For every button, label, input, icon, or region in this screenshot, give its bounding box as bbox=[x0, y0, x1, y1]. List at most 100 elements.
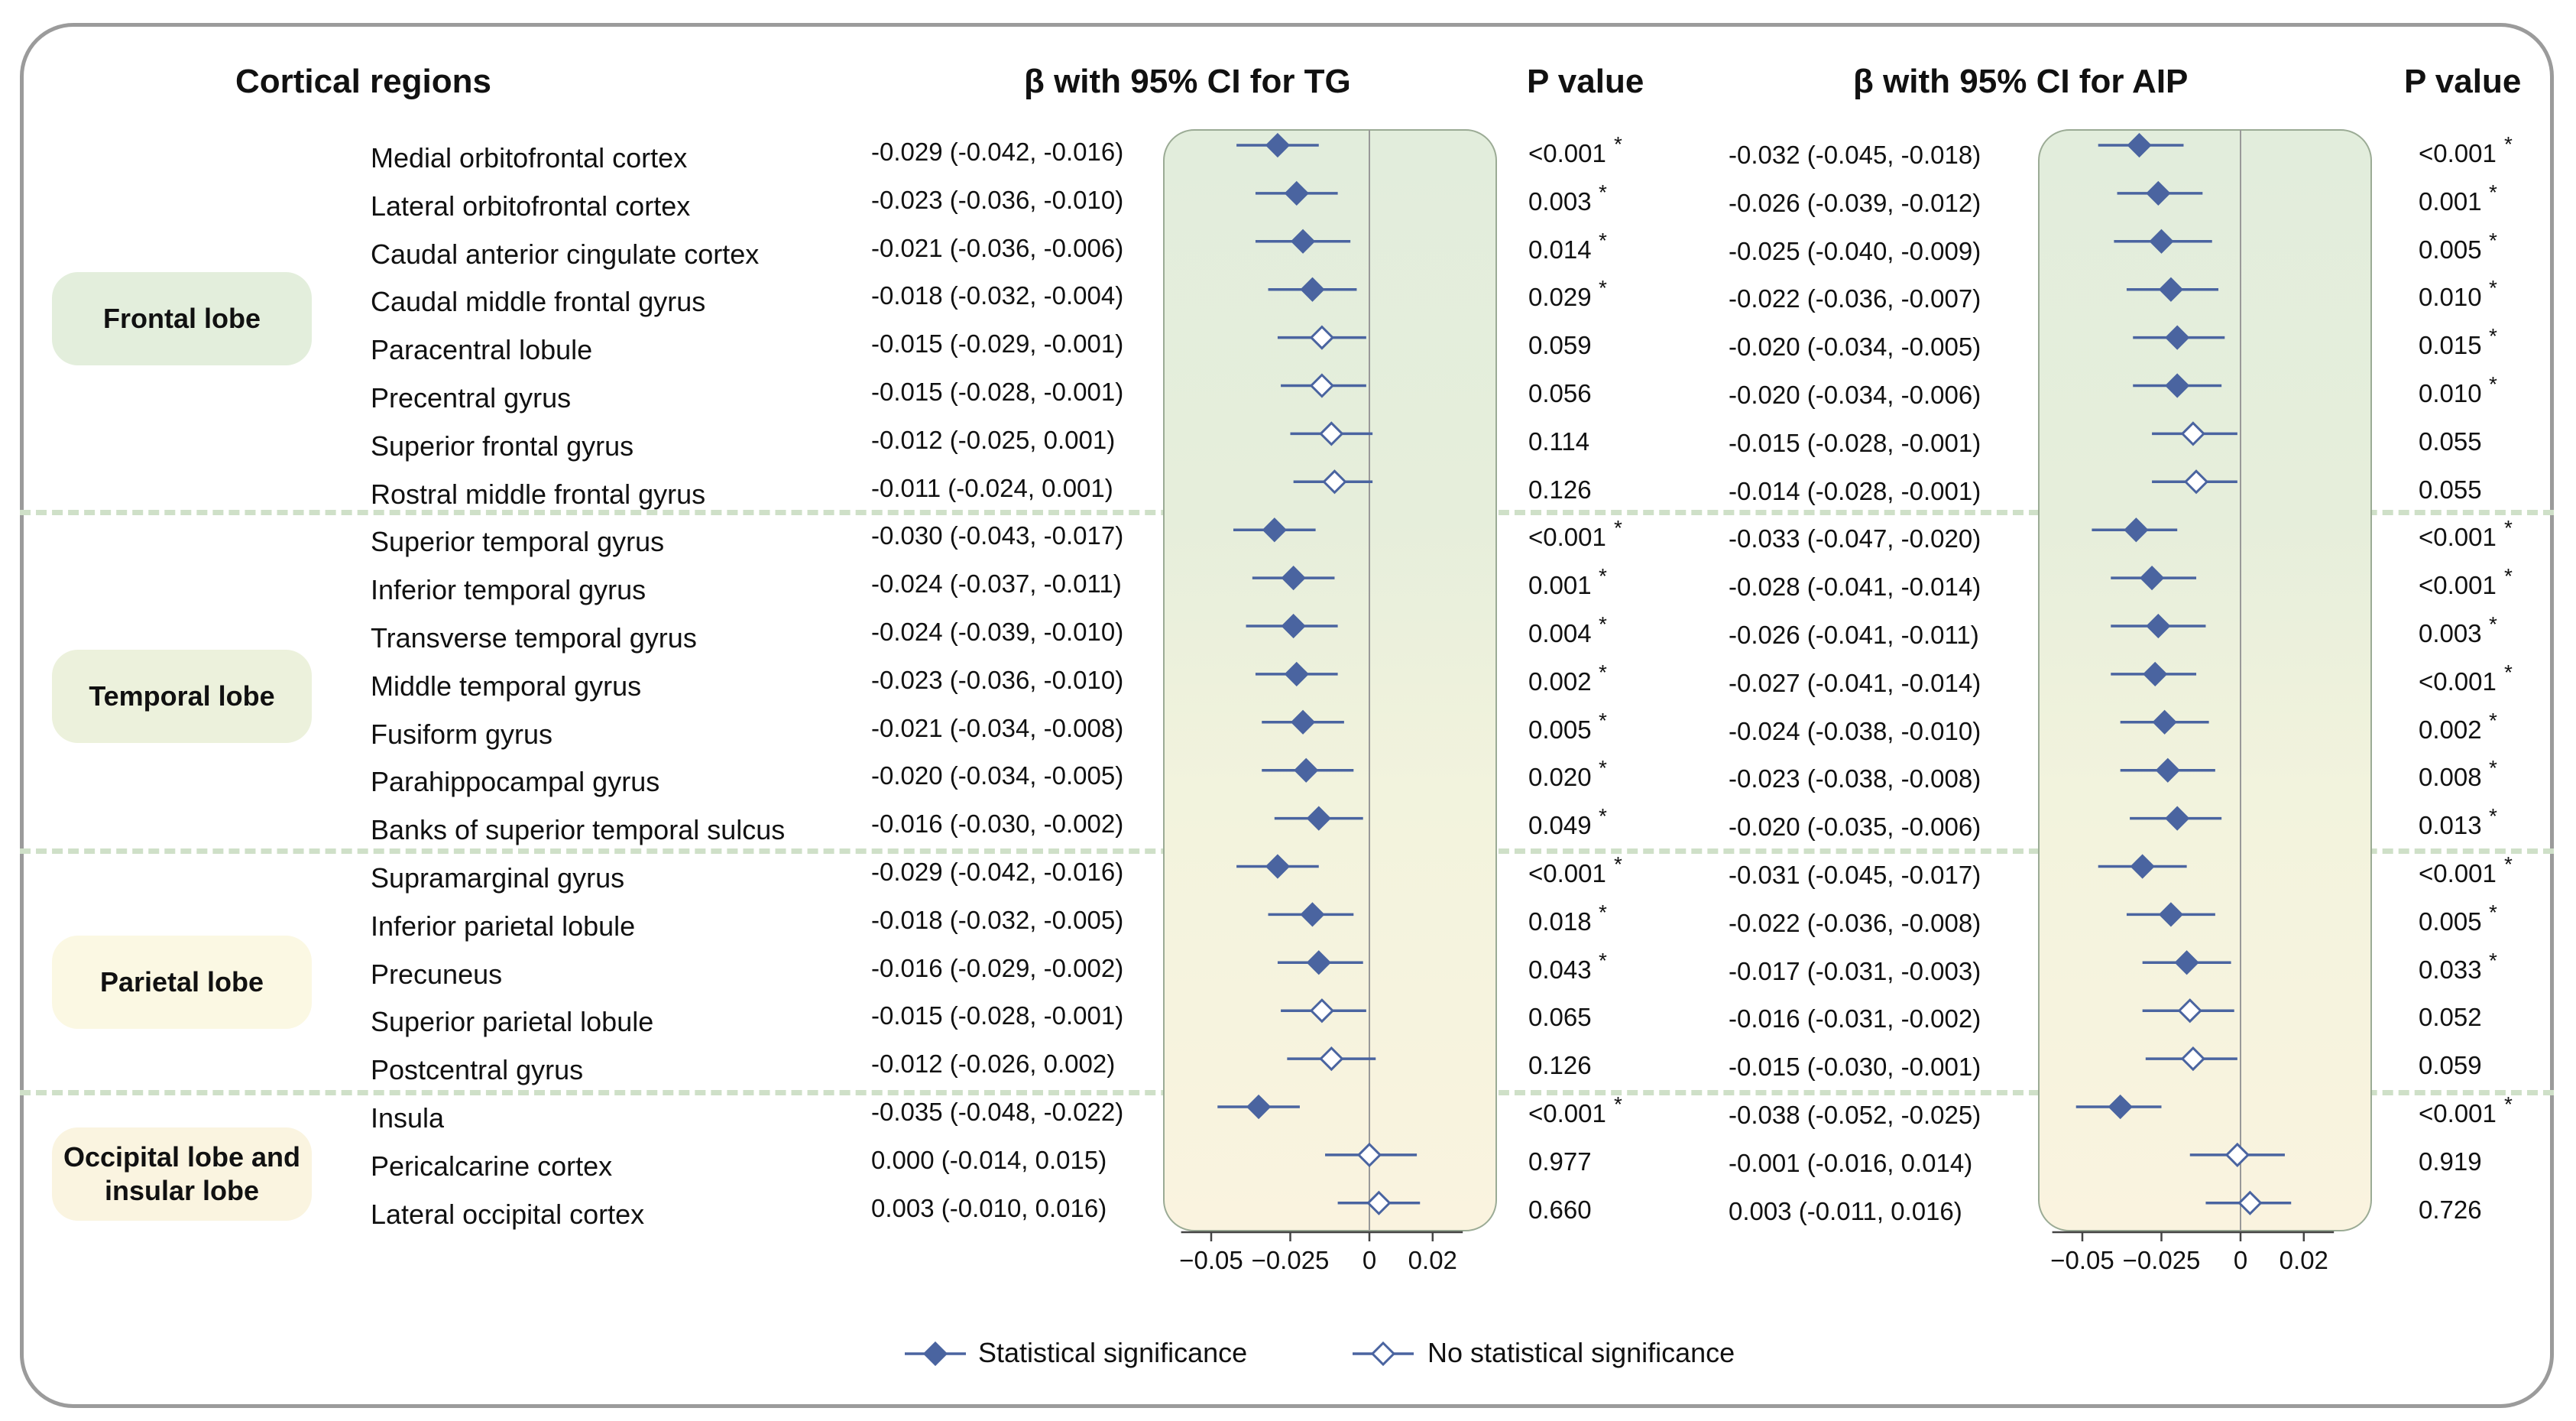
tg-ci-value: -0.015 (-0.028, -0.001) bbox=[871, 1001, 1124, 1030]
aip-p-value: 0.919 bbox=[2419, 1147, 2482, 1176]
aip-ci-value: -0.028 (-0.041, -0.014) bbox=[1729, 573, 1981, 602]
aip-x-tick-label: 0 bbox=[2234, 1246, 2247, 1274]
tg-ci-value: -0.012 (-0.026, 0.002) bbox=[871, 1050, 1116, 1079]
aip-point-marker bbox=[2237, 1190, 2263, 1215]
tg-ci-value: -0.012 (-0.025, 0.001) bbox=[871, 425, 1116, 454]
aip-ci-value: -0.032 (-0.045, -0.018) bbox=[1729, 141, 1981, 169]
aip-x-tick-label: −0.05 bbox=[2050, 1246, 2114, 1274]
aip-p-value: 0.005 bbox=[2419, 235, 2482, 264]
tg-p-value: <0.001 bbox=[1528, 139, 1606, 167]
tg-significance-star: * bbox=[1599, 180, 1607, 204]
aip-point-marker bbox=[2130, 854, 2155, 879]
tg-ci-value: -0.020 (-0.034, -0.005) bbox=[871, 761, 1124, 790]
aip-p-value: 0.010 bbox=[2419, 283, 2482, 312]
aip-ci-value: -0.015 (-0.028, -0.001) bbox=[1729, 428, 1981, 457]
aip-p-value: 0.013 bbox=[2419, 811, 2482, 840]
tg-ci-value: -0.016 (-0.029, -0.002) bbox=[871, 953, 1124, 982]
aip-point-marker bbox=[2146, 613, 2171, 639]
header-regions: Cortical regions bbox=[235, 63, 491, 100]
tg-ci-value: -0.021 (-0.036, -0.006) bbox=[871, 233, 1124, 262]
region-name: Banks of superior temporal sulcus bbox=[371, 814, 786, 846]
aip-p-value: 0.005 bbox=[2419, 907, 2482, 936]
tg-point-marker bbox=[1306, 950, 1331, 975]
aip-point-marker bbox=[2158, 277, 2184, 302]
aip-point-marker bbox=[2165, 373, 2190, 398]
tg-x-tick-label: 0.02 bbox=[1408, 1246, 1457, 1274]
aip-point-marker bbox=[2183, 469, 2209, 495]
legend-nonsig-marker bbox=[1370, 1341, 1396, 1367]
tg-significance-star: * bbox=[1599, 756, 1607, 780]
region-name: Parahippocampal gyrus bbox=[371, 766, 660, 798]
aip-ci-value: -0.022 (-0.036, -0.008) bbox=[1729, 908, 1981, 937]
tg-p-value: <0.001 bbox=[1528, 1099, 1606, 1127]
aip-significance-star: * bbox=[2504, 564, 2513, 589]
tg-point-marker bbox=[1294, 758, 1319, 783]
aip-ci-value: -0.023 (-0.038, -0.008) bbox=[1729, 764, 1981, 793]
tg-significance-star: * bbox=[1599, 900, 1607, 924]
region-name: Insula bbox=[371, 1102, 445, 1134]
tg-significance-star: * bbox=[1599, 276, 1607, 300]
aip-ci-value: -0.016 (-0.031, -0.002) bbox=[1729, 1004, 1981, 1033]
region-name: Middle temporal gyrus bbox=[371, 670, 642, 702]
tg-p-value: 0.029 bbox=[1528, 283, 1592, 312]
aip-significance-star: * bbox=[2489, 612, 2497, 636]
tg-p-value: 0.002 bbox=[1528, 667, 1592, 696]
tg-point-marker bbox=[1356, 1142, 1382, 1168]
region-name: Medial orbitofrontal cortex bbox=[371, 142, 688, 174]
tg-significance-star: * bbox=[1599, 948, 1607, 972]
aip-p-value: 0.002 bbox=[2419, 715, 2482, 744]
aip-point-marker bbox=[2149, 229, 2174, 254]
header-tg: β with 95% CI for TG bbox=[1024, 63, 1351, 100]
aip-x-tick-label: −0.025 bbox=[2123, 1246, 2201, 1274]
tg-significance-star: * bbox=[1614, 1092, 1622, 1116]
aip-ci-value: -0.031 (-0.045, -0.017) bbox=[1729, 861, 1981, 889]
tg-ci-value: 0.000 (-0.014, 0.015) bbox=[871, 1145, 1107, 1174]
aip-significance-star: * bbox=[2489, 804, 2497, 829]
region-name: Superior frontal gyrus bbox=[371, 430, 634, 462]
aip-significance-star: * bbox=[2504, 1092, 2513, 1116]
tg-ci-value: -0.030 (-0.043, -0.017) bbox=[871, 521, 1124, 550]
header-aip: β with 95% CI for AIP bbox=[1853, 63, 2189, 100]
tg-p-value: <0.001 bbox=[1528, 859, 1606, 887]
aip-point-marker bbox=[2180, 421, 2206, 446]
aip-point-marker bbox=[2146, 180, 2171, 206]
tg-point-marker bbox=[1281, 565, 1306, 591]
tg-significance-star: * bbox=[1599, 564, 1607, 589]
aip-significance-star: * bbox=[2489, 900, 2497, 924]
header-p-tg: P value bbox=[1527, 63, 1644, 100]
tg-ci-value: -0.023 (-0.036, -0.010) bbox=[871, 185, 1124, 214]
aip-point-marker bbox=[2158, 902, 2184, 927]
tg-ci-value: -0.029 (-0.042, -0.016) bbox=[871, 138, 1124, 166]
aip-point-marker bbox=[2127, 132, 2152, 158]
aip-ci-value: -0.027 (-0.041, -0.014) bbox=[1729, 668, 1981, 697]
aip-ci-value: -0.015 (-0.030, -0.001) bbox=[1729, 1053, 1981, 1082]
tg-p-value: 0.003 bbox=[1528, 187, 1592, 216]
aip-ci-value: -0.014 (-0.028, -0.001) bbox=[1729, 476, 1981, 505]
tg-p-value: 0.043 bbox=[1528, 955, 1592, 984]
aip-ci-value: -0.001 (-0.016, 0.014) bbox=[1729, 1148, 1973, 1177]
aip-significance-star: * bbox=[2489, 948, 2497, 972]
tg-x-tick-label: 0 bbox=[1363, 1246, 1376, 1274]
region-name: Lateral orbitofrontal cortex bbox=[371, 190, 691, 222]
aip-significance-star: * bbox=[2504, 132, 2513, 156]
tg-ci-value: -0.024 (-0.039, -0.010) bbox=[871, 618, 1124, 646]
region-name: Transverse temporal gyrus bbox=[371, 622, 697, 654]
aip-significance-star: * bbox=[2489, 180, 2497, 204]
tg-point-marker bbox=[1262, 517, 1287, 543]
tg-p-value: 0.059 bbox=[1528, 331, 1592, 360]
aip-point-marker bbox=[2139, 565, 2165, 591]
aip-point-marker bbox=[2174, 950, 2199, 975]
aip-p-value: 0.003 bbox=[2419, 619, 2482, 647]
aip-x-tick-label: 0.02 bbox=[2280, 1246, 2328, 1274]
aip-p-value: <0.001 bbox=[2419, 859, 2497, 887]
aip-p-value: <0.001 bbox=[2419, 139, 2497, 167]
tg-significance-star: * bbox=[1614, 852, 1622, 876]
tg-significance-star: * bbox=[1614, 132, 1622, 156]
aip-significance-star: * bbox=[2489, 708, 2497, 732]
aip-point-marker bbox=[2165, 325, 2190, 350]
tg-point-marker bbox=[1300, 902, 1325, 927]
aip-ci-value: -0.026 (-0.039, -0.012) bbox=[1729, 188, 1981, 217]
aip-ci-value: -0.020 (-0.034, -0.005) bbox=[1729, 333, 1981, 362]
aip-significance-star: * bbox=[2504, 660, 2513, 684]
region-name: Pericalcarine cortex bbox=[371, 1150, 613, 1182]
